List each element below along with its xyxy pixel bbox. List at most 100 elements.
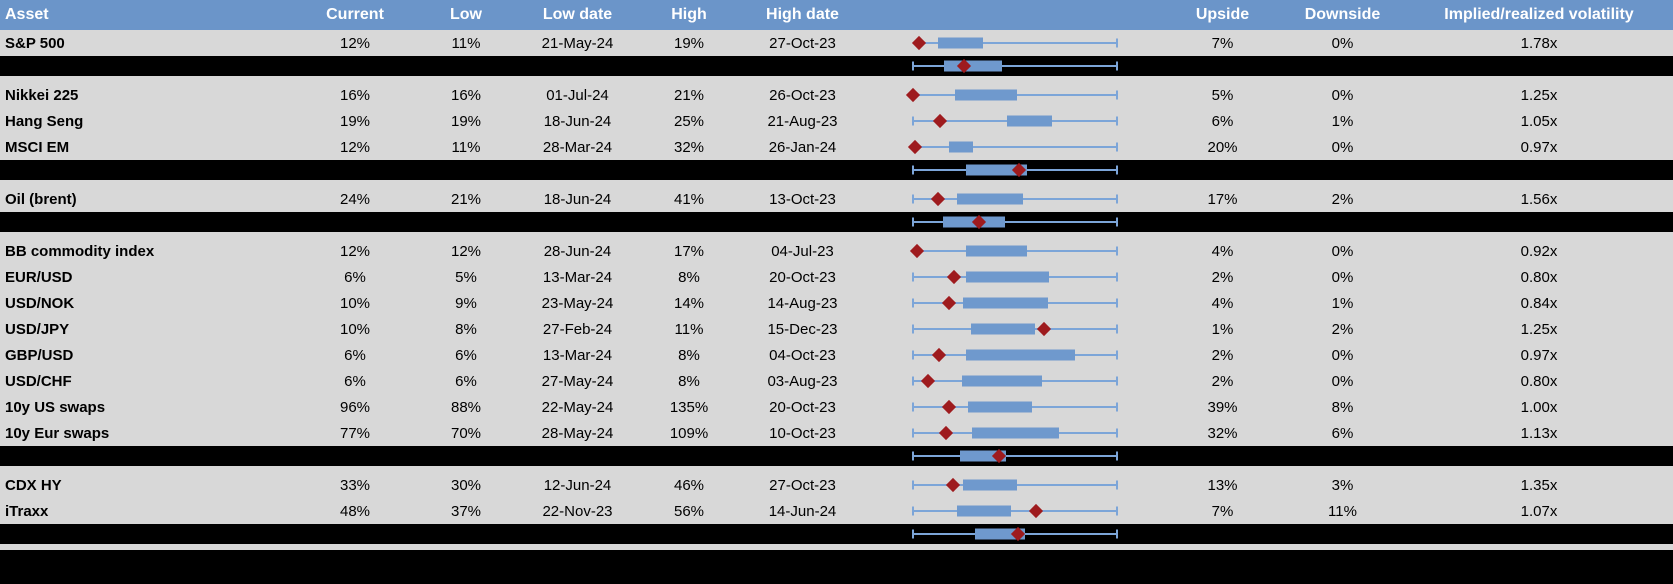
current-marker-diamond xyxy=(931,347,947,363)
cell-range-chart xyxy=(860,134,1165,160)
cell-low: 6% xyxy=(455,346,477,364)
whisker-cap-right xyxy=(1116,217,1119,227)
current-marker-diamond xyxy=(941,295,957,311)
cell-downside: 0% xyxy=(1331,86,1354,104)
whisker-cap-left xyxy=(912,217,915,227)
cell-upside: 6% xyxy=(1211,112,1234,130)
whisker-cap-left xyxy=(912,529,915,539)
box xyxy=(938,37,983,49)
cell-asset: USD/JPY xyxy=(5,320,70,338)
cell-high-date: 15-Dec-23 xyxy=(767,320,838,338)
column-header-downside: Downside xyxy=(1304,6,1381,23)
cell-upside: 7% xyxy=(1211,34,1234,52)
box xyxy=(960,450,1007,462)
box xyxy=(1007,115,1053,127)
boxplot xyxy=(860,160,1165,180)
summary-black-band xyxy=(0,524,1673,544)
cell-low-date: 22-Nov-23 xyxy=(542,502,613,520)
cell-asset: Oil (brent) xyxy=(5,190,77,208)
whisker-cap-right xyxy=(1116,529,1119,539)
cell-downside: 0% xyxy=(1331,138,1354,156)
boxplot xyxy=(860,108,1165,134)
cell-current: 6% xyxy=(344,346,366,364)
cell-high-date: 04-Oct-23 xyxy=(769,346,836,364)
cell-upside: 5% xyxy=(1211,86,1234,104)
whisker-cap-right xyxy=(1116,350,1119,360)
cell-upside: 2% xyxy=(1211,372,1234,390)
whisker-cap-right xyxy=(1116,428,1119,438)
cell-low-date: 28-Mar-24 xyxy=(542,138,613,156)
cell-high-date: 20-Oct-23 xyxy=(769,398,836,416)
cell-current: 12% xyxy=(339,138,371,156)
whisker-cap-right xyxy=(1116,61,1119,71)
cell-high: 8% xyxy=(678,268,700,286)
whisker-cap-right xyxy=(1116,272,1119,282)
cell-range-chart xyxy=(860,82,1165,108)
whisker-line xyxy=(913,221,1118,223)
cell-range-chart xyxy=(860,498,1165,524)
current-marker-diamond xyxy=(932,113,947,129)
table-row: S&P 500 12% 11% 21-May-24 19% 27-Oct-23 … xyxy=(0,30,1673,56)
cell-vol-ratio: 0.80x xyxy=(1520,372,1558,390)
table-row: Nikkei 225 16% 16% 01-Jul-24 21% 26-Oct-… xyxy=(0,82,1673,108)
cell-vol-ratio: 1.25x xyxy=(1520,86,1558,104)
cell-range-chart xyxy=(860,238,1165,264)
table-row: Hang Seng 19% 19% 18-Jun-24 25% 21-Aug-2… xyxy=(0,108,1673,134)
whisker-line xyxy=(913,510,1118,512)
cell-downside: 8% xyxy=(1331,398,1354,416)
table-row: GBP/USD 6% 6% 13-Mar-24 8% 04-Oct-23 2% … xyxy=(0,342,1673,368)
cell-range-chart xyxy=(860,290,1165,316)
cell-low-date: 27-Feb-24 xyxy=(542,320,613,338)
cell-high: 41% xyxy=(673,190,705,208)
cell-vol-ratio: 1.56x xyxy=(1520,190,1558,208)
cell-range-chart xyxy=(860,316,1165,342)
cell-low-date: 21-May-24 xyxy=(541,34,614,52)
current-marker-diamond xyxy=(931,191,946,207)
cell-high-date: 03-Aug-23 xyxy=(767,372,838,390)
cell-high: 46% xyxy=(673,476,705,494)
cell-vol-ratio: 0.84x xyxy=(1520,294,1558,312)
boxplot xyxy=(860,368,1165,394)
cell-high-date: 10-Oct-23 xyxy=(769,424,836,442)
cell-low-date: 18-Jun-24 xyxy=(543,112,612,130)
cell-high-date: 26-Jan-24 xyxy=(768,138,837,156)
cell-range-chart xyxy=(860,186,1165,212)
cell-downside: 0% xyxy=(1331,372,1354,390)
whisker-cap-right xyxy=(1116,194,1119,204)
cell-current: 48% xyxy=(339,502,371,520)
table-header: Asset Current Low Low date High High dat… xyxy=(0,0,1673,30)
whisker-cap-left xyxy=(912,350,915,360)
whisker-cap-left xyxy=(912,451,915,461)
cell-high-date: 14-Aug-23 xyxy=(767,294,838,312)
cell-high: 11% xyxy=(674,320,704,338)
current-marker-diamond xyxy=(1028,503,1044,519)
cell-low-date: 27-May-24 xyxy=(541,372,614,390)
summary-row-slot xyxy=(0,212,1673,238)
whisker-cap-right xyxy=(1116,165,1119,175)
cell-asset: BB commodity index xyxy=(5,242,155,260)
whisker-cap-right xyxy=(1116,298,1119,308)
boxplot xyxy=(860,420,1165,446)
cell-low-date: 18-Jun-24 xyxy=(543,190,612,208)
cell-high: 8% xyxy=(678,372,700,390)
cell-low: 12% xyxy=(450,242,482,260)
cell-current: 10% xyxy=(339,294,371,312)
whisker-cap-right xyxy=(1116,506,1119,516)
current-marker-diamond xyxy=(938,425,954,441)
whisker-cap-left xyxy=(912,194,915,204)
cell-downside: 0% xyxy=(1331,268,1354,286)
cell-vol-ratio: 0.92x xyxy=(1520,242,1558,260)
box xyxy=(971,323,1036,335)
cell-upside: 39% xyxy=(1207,398,1238,416)
current-marker-diamond xyxy=(945,477,961,493)
box xyxy=(954,89,1018,101)
summary-row-slot xyxy=(0,160,1673,186)
cell-asset: S&P 500 xyxy=(5,34,65,52)
cell-range-chart xyxy=(860,420,1165,446)
cell-range-chart xyxy=(860,342,1165,368)
cell-current: 96% xyxy=(339,398,371,416)
box xyxy=(966,349,1075,361)
cell-high-date: 27-Oct-23 xyxy=(769,34,836,52)
cell-current: 6% xyxy=(344,372,366,390)
